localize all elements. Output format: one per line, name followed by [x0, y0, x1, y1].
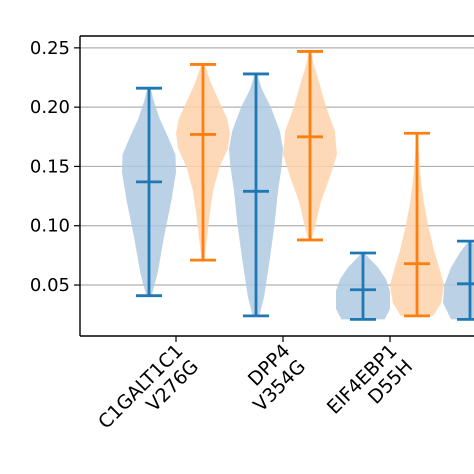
axes — [79, 35, 474, 337]
y-tick-label: 0.25 — [30, 38, 70, 59]
violin-layer — [122, 50, 474, 321]
y-tick-label: 0.05 — [30, 275, 70, 296]
x-ticks: C1GALT1C1V276GDPP4V354GEIF4EBP1D55HEIF — [94, 336, 474, 433]
y-ticks: 0.05 0.10 0.15 0.20 0.25 — [30, 38, 80, 296]
violin-body — [443, 241, 474, 320]
y-tick-label: 0.20 — [30, 97, 70, 118]
y-tick-label: 0.10 — [30, 216, 70, 237]
y-tick-label: 0.15 — [30, 156, 70, 177]
